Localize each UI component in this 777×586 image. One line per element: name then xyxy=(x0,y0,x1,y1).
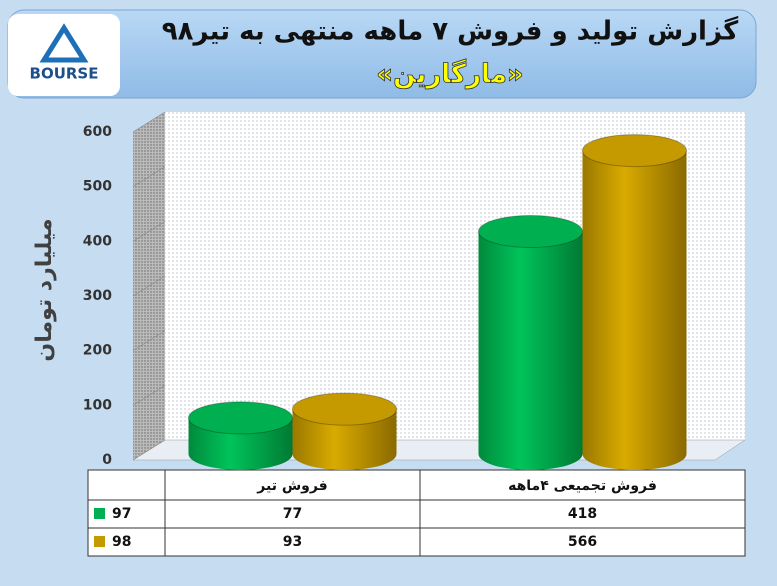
grid-line xyxy=(132,166,166,187)
legend-label: 98 xyxy=(112,534,131,550)
y-tick-label: 200 xyxy=(83,343,112,359)
y-tick-label: 0 xyxy=(102,452,112,468)
data-table xyxy=(87,469,746,557)
table-value: 566 xyxy=(568,534,597,550)
legend-swatch xyxy=(94,536,105,547)
y-axis-label: میلیارد تومان xyxy=(32,218,57,361)
chart-title: گزارش تولید و فروش ۷ ماهه منتهی به تیر۹۸ xyxy=(162,16,739,47)
bar xyxy=(478,231,583,470)
x-tick-label: فروش تیر xyxy=(256,478,327,494)
grid-line xyxy=(132,275,166,297)
y-tick-label: 100 xyxy=(83,397,112,413)
y-tick-label: 600 xyxy=(83,124,112,140)
bar xyxy=(582,150,687,470)
bar xyxy=(292,409,397,470)
grid-line xyxy=(132,111,166,133)
bar-top xyxy=(478,214,583,248)
legend-swatch xyxy=(94,508,105,519)
logo-box xyxy=(8,14,120,96)
y-tick-label: 500 xyxy=(83,179,112,195)
logo-icon xyxy=(39,23,89,63)
bar-top xyxy=(292,392,397,426)
grid-line xyxy=(132,221,166,242)
chart-subtitle: «مارگارین» xyxy=(376,59,523,90)
grid-line xyxy=(132,385,166,406)
x-tick-label: فروش تجمیعی ۴ماهه xyxy=(508,478,657,494)
grid-line xyxy=(132,330,166,351)
legend-label: 97 xyxy=(112,506,131,522)
bar-top xyxy=(582,134,687,168)
logo-text: BOURSE xyxy=(30,65,99,83)
table-value: 77 xyxy=(283,506,302,522)
y-tick-label: 300 xyxy=(83,288,112,304)
table-value: 93 xyxy=(283,534,302,550)
table-value: 418 xyxy=(568,506,597,522)
grid-line xyxy=(132,439,166,461)
y-tick-label: 400 xyxy=(83,233,112,249)
bar-top xyxy=(188,401,293,435)
